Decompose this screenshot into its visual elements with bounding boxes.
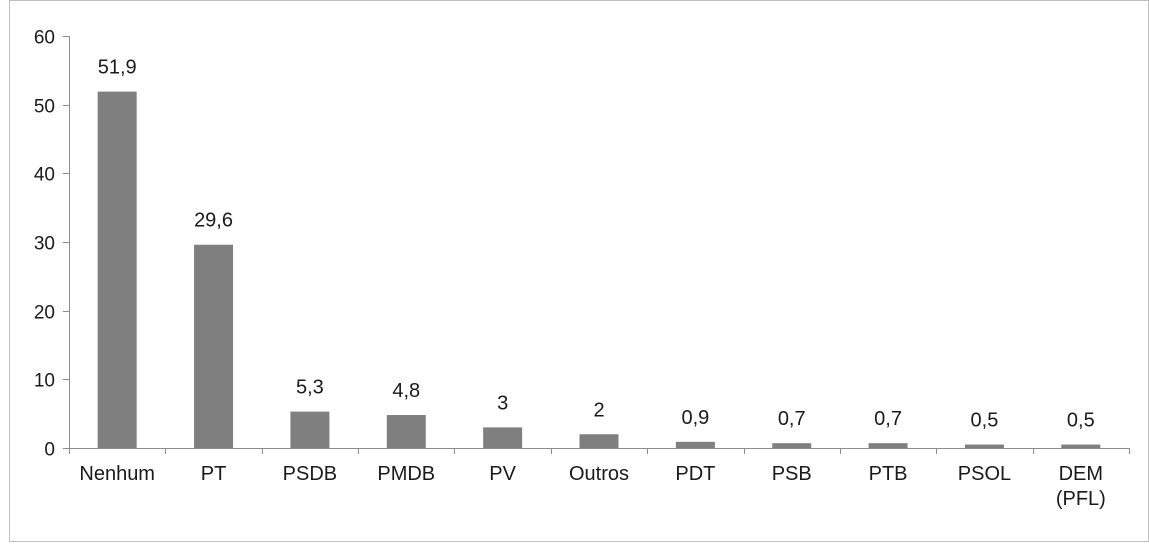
data-labels: 51,9 29,6 5,3 4,8 3 2 0,9 0,7 0,7 0,5 0,5 xyxy=(98,57,1095,432)
data-label: 51,9 xyxy=(98,57,137,79)
y-tick-label: 60 xyxy=(34,28,55,49)
bar-pmdb xyxy=(386,415,426,448)
bar-pt xyxy=(194,244,234,448)
data-label: 29,6 xyxy=(194,210,233,232)
x-tick-label: PTB xyxy=(869,463,908,485)
x-tick-label: Outros xyxy=(569,463,629,485)
data-label: 0,9 xyxy=(681,407,709,429)
bar-ptb xyxy=(868,443,908,448)
data-label: 0,5 xyxy=(971,410,999,432)
x-tick-label: PMDB xyxy=(377,463,435,485)
x-tick-label: PSDB xyxy=(283,463,337,485)
y-tick-label: 40 xyxy=(34,165,55,186)
bars xyxy=(97,91,1101,449)
data-label: 0,7 xyxy=(874,408,902,430)
x-tick-label: DEM (PFL) xyxy=(1056,463,1106,510)
data-label: 2 xyxy=(593,399,604,421)
y-tick-label: 10 xyxy=(34,371,55,392)
bar-dem-pfl xyxy=(1061,444,1101,448)
data-label: 3 xyxy=(497,392,508,414)
x-tick-label: PSOL xyxy=(958,463,1011,485)
data-label: 4,8 xyxy=(392,380,420,402)
y-tick-label: 50 xyxy=(34,97,55,118)
x-tick-label: PDT xyxy=(675,463,715,485)
chart-border xyxy=(9,0,1149,542)
x-tick-label: PT xyxy=(201,463,227,485)
data-label: 0,7 xyxy=(778,408,806,430)
x-tick-label: PV xyxy=(489,463,516,485)
bar-psol xyxy=(964,444,1004,448)
x-tick-label: Nenhum xyxy=(79,463,155,485)
bar-pdt xyxy=(675,441,715,448)
data-label: 5,3 xyxy=(296,377,324,399)
bar-nenhum xyxy=(97,91,137,449)
category-labels: Nenhum PT PSDB PMDB PV Outros PDT PSB PTB PSOL DEM… xyxy=(79,463,1105,510)
x-tick-label: PSB xyxy=(772,463,812,485)
bar-pv xyxy=(483,427,523,448)
data-label: 0,5 xyxy=(1067,410,1095,432)
bar-outros xyxy=(579,434,619,448)
y-axis: 0 10 20 30 40 50 60 xyxy=(34,28,70,461)
x-axis xyxy=(69,448,1130,454)
y-tick-label: 20 xyxy=(34,303,55,324)
y-tick-label: 30 xyxy=(34,234,55,255)
bar-psdb xyxy=(290,411,330,448)
bar-psb xyxy=(772,443,812,448)
y-tick-label: 0 xyxy=(44,440,55,461)
